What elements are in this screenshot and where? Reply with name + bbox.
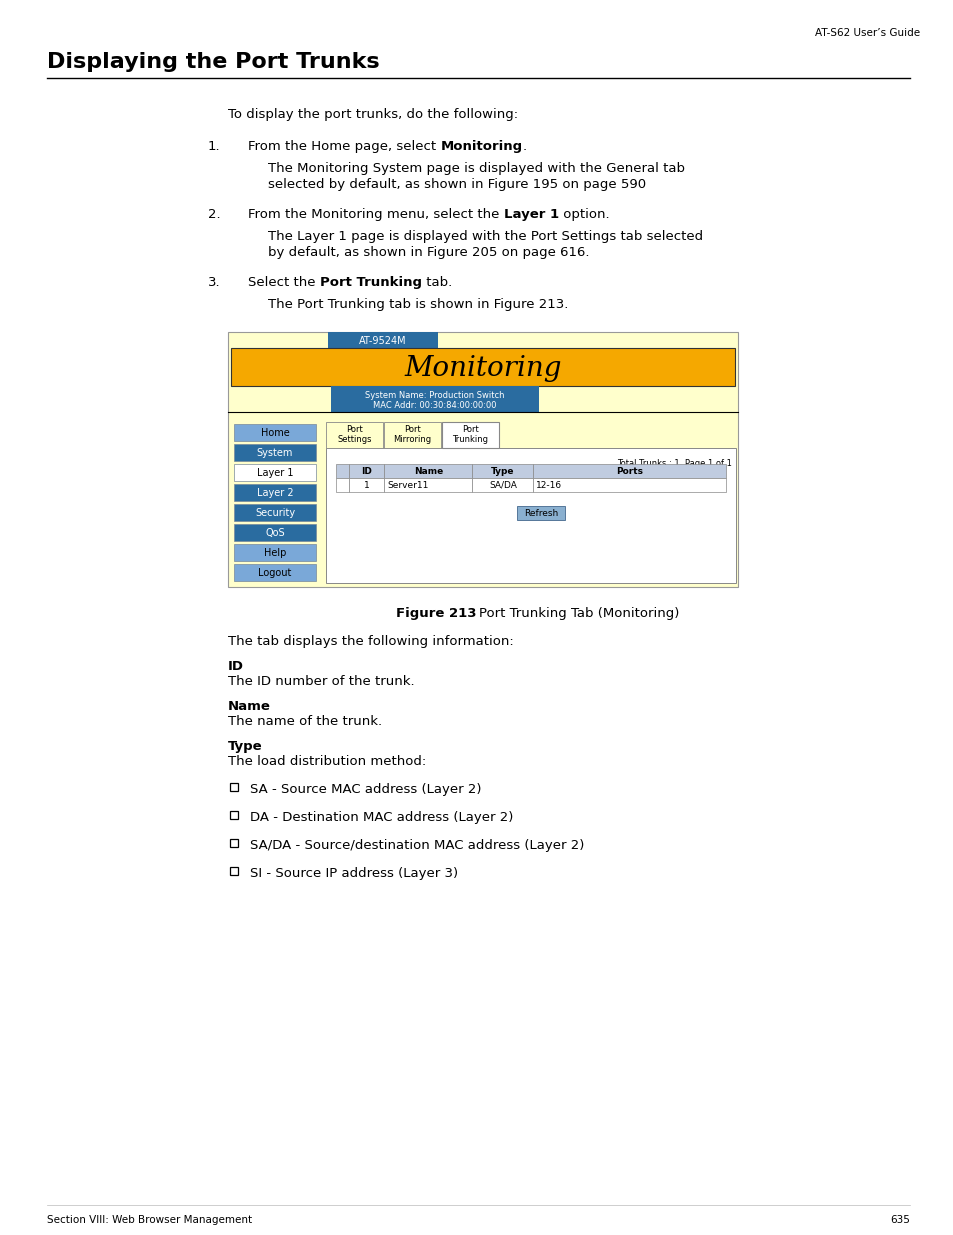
Bar — [233, 543, 315, 561]
Bar — [335, 478, 349, 492]
Text: ID: ID — [360, 467, 372, 475]
Bar — [230, 811, 237, 819]
Bar — [230, 783, 237, 790]
Bar — [233, 445, 315, 461]
Text: 635: 635 — [889, 1215, 909, 1225]
Text: The name of the trunk.: The name of the trunk. — [228, 715, 382, 727]
Text: Home: Home — [260, 429, 289, 438]
Text: 1.: 1. — [208, 140, 220, 153]
Bar — [533, 478, 725, 492]
Text: 3.: 3. — [208, 275, 220, 289]
Text: Security: Security — [254, 508, 294, 517]
Text: Name: Name — [228, 700, 271, 713]
Text: Select the: Select the — [248, 275, 319, 289]
Text: The load distribution method:: The load distribution method: — [228, 755, 426, 768]
Text: MAC Addr: 00:30:84:00:00:00: MAC Addr: 00:30:84:00:00:00 — [373, 400, 497, 410]
Text: Port Trunking Tab (Monitoring): Port Trunking Tab (Monitoring) — [478, 606, 679, 620]
Bar — [533, 464, 725, 478]
Text: SA/DA - Source/destination MAC address (Layer 2): SA/DA - Source/destination MAC address (… — [250, 839, 584, 852]
Bar — [326, 448, 735, 583]
Text: From the Home page, select: From the Home page, select — [248, 140, 440, 153]
Text: tab.: tab. — [421, 275, 452, 289]
Bar — [472, 464, 533, 478]
Bar — [233, 464, 315, 480]
Text: selected by default, as shown in Figure 195 on page 590: selected by default, as shown in Figure … — [268, 178, 645, 191]
Bar — [384, 478, 472, 492]
Text: SA - Source MAC address (Layer 2): SA - Source MAC address (Layer 2) — [250, 783, 481, 797]
Text: The Monitoring System page is displayed with the General tab: The Monitoring System page is displayed … — [268, 162, 684, 175]
Text: The Layer 1 page is displayed with the Port Settings tab selected: The Layer 1 page is displayed with the P… — [268, 230, 702, 243]
Text: 1: 1 — [363, 480, 369, 490]
Text: Logout: Logout — [258, 568, 292, 578]
Bar — [326, 422, 382, 448]
Text: Settings: Settings — [337, 435, 372, 443]
Text: .: . — [522, 140, 526, 153]
Text: by default, as shown in Figure 205 on page 616.: by default, as shown in Figure 205 on pa… — [268, 246, 589, 259]
Text: To display the port trunks, do the following:: To display the port trunks, do the follo… — [228, 107, 517, 121]
Bar — [328, 332, 437, 348]
Bar — [335, 464, 349, 478]
Text: DA - Destination MAC address (Layer 2): DA - Destination MAC address (Layer 2) — [250, 811, 513, 824]
Text: From the Monitoring menu, select the: From the Monitoring menu, select the — [248, 207, 503, 221]
Bar — [233, 424, 315, 441]
Text: Layer 2: Layer 2 — [256, 488, 293, 498]
Text: System: System — [256, 448, 293, 458]
Bar — [331, 387, 538, 412]
Text: The ID number of the trunk.: The ID number of the trunk. — [228, 676, 415, 688]
Bar — [233, 564, 315, 580]
Bar — [349, 464, 384, 478]
Text: Port Trunking: Port Trunking — [319, 275, 421, 289]
Text: Displaying the Port Trunks: Displaying the Port Trunks — [47, 52, 379, 72]
Text: Layer 1: Layer 1 — [256, 468, 293, 478]
Text: The tab displays the following information:: The tab displays the following informati… — [228, 635, 514, 648]
Bar — [384, 464, 472, 478]
Text: Help: Help — [264, 548, 286, 558]
Bar — [230, 867, 237, 876]
Text: SI - Source IP address (Layer 3): SI - Source IP address (Layer 3) — [250, 867, 457, 881]
Text: Section VIII: Web Browser Management: Section VIII: Web Browser Management — [47, 1215, 252, 1225]
Bar — [384, 422, 440, 448]
Text: ID: ID — [228, 659, 244, 673]
Text: Monitoring: Monitoring — [440, 140, 522, 153]
Text: Port: Port — [461, 425, 478, 433]
Bar — [231, 348, 734, 387]
Bar — [349, 478, 384, 492]
Text: 2.: 2. — [208, 207, 220, 221]
Text: The Port Trunking tab is shown in Figure 213.: The Port Trunking tab is shown in Figure… — [268, 298, 568, 311]
Text: 12-16: 12-16 — [536, 480, 562, 490]
Bar — [441, 422, 498, 448]
Bar — [517, 506, 564, 520]
Text: Monitoring: Monitoring — [404, 354, 561, 382]
Bar — [472, 478, 533, 492]
Text: Layer 1: Layer 1 — [503, 207, 558, 221]
Text: Type: Type — [228, 740, 262, 753]
Text: Ports: Ports — [616, 467, 642, 475]
Text: AT-9524M: AT-9524M — [359, 336, 406, 346]
Text: Type: Type — [491, 467, 514, 475]
Text: option.: option. — [558, 207, 609, 221]
Bar — [228, 332, 738, 587]
Text: Name: Name — [414, 467, 442, 475]
Text: QoS: QoS — [265, 529, 285, 538]
Text: Total Trunks : 1, Page 1 of 1: Total Trunks : 1, Page 1 of 1 — [617, 459, 731, 468]
Text: Trunking: Trunking — [452, 435, 488, 443]
Text: AT-S62 User’s Guide: AT-S62 User’s Guide — [814, 28, 919, 38]
Text: Port: Port — [346, 425, 362, 433]
Text: Server11: Server11 — [387, 480, 428, 490]
Text: Mirroring: Mirroring — [393, 435, 431, 443]
Text: Port: Port — [404, 425, 420, 433]
Bar — [233, 524, 315, 541]
Bar — [233, 484, 315, 501]
Text: System Name: Production Switch: System Name: Production Switch — [365, 390, 504, 399]
Text: Refresh: Refresh — [523, 509, 558, 517]
Bar — [230, 839, 237, 847]
Text: Figure 213: Figure 213 — [396, 606, 476, 620]
Bar — [233, 504, 315, 521]
Text: SA/DA: SA/DA — [489, 480, 517, 490]
